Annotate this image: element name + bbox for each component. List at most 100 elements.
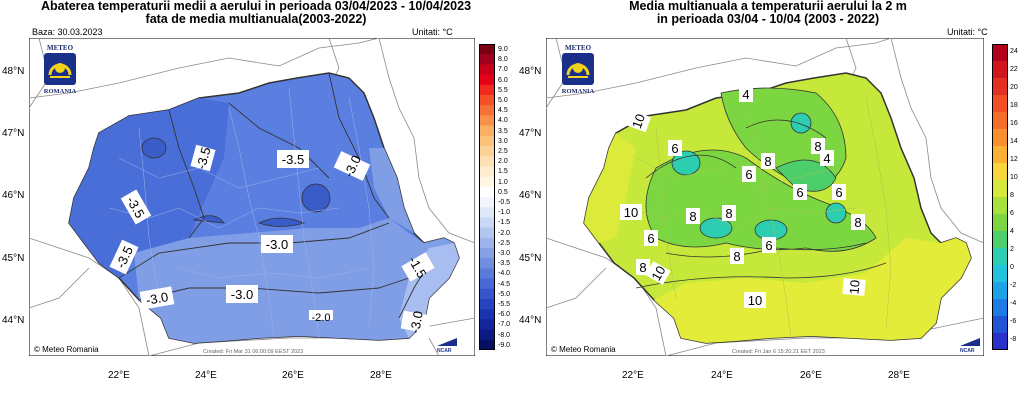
mean-contour-labels: 10 10 10 10 10 8 8 8 8 8 8 8 6	[620, 86, 866, 308]
colorbar-tick-label: 2	[1010, 245, 1014, 253]
colorbar-swatch	[479, 227, 495, 239]
lat-label: 48°N	[519, 66, 542, 77]
colorbar-swatch	[479, 125, 495, 137]
colorbar-swatch	[992, 282, 1008, 300]
lat-label: 48°N	[2, 66, 25, 77]
colorbar-swatch	[992, 299, 1008, 317]
colorbar-tick-label: 0.5	[498, 188, 508, 196]
colorbar-swatch	[479, 95, 495, 106]
contour-label: 6	[745, 167, 752, 182]
colorbar-tick-label: 1.0	[498, 178, 508, 186]
contour-label: -3.5	[282, 152, 304, 167]
colorbar-tick-label: -1.0	[498, 209, 511, 217]
colorbar-tick-label: 9.0	[498, 46, 508, 54]
colorbar-tick-label: -6	[1010, 317, 1017, 325]
contour-label: 10	[624, 205, 638, 220]
colorbar-swatch	[479, 186, 495, 198]
ncar-logo: NCAR	[437, 338, 457, 354]
ncar-text: NCAR	[960, 348, 975, 354]
lon-label: 26°E	[800, 370, 822, 381]
colorbar-swatch	[479, 319, 495, 331]
colorbar-tick-label: 6	[1010, 209, 1014, 217]
colorbar-tick-label: 8.0	[498, 56, 508, 64]
colorbar-tick-label: 4.5	[498, 107, 508, 115]
colorbar-tick-label: -4.5	[498, 280, 511, 288]
contour-label: 6	[647, 231, 654, 246]
colorbar-tick-label: 24	[1010, 47, 1018, 55]
colorbar-tick-label: 3.0	[498, 137, 508, 145]
colorbar-swatch	[992, 333, 1008, 350]
lon-label: 22°E	[108, 370, 130, 381]
colorbar-swatch	[479, 166, 495, 178]
colorbar-tick-label: 5.5	[498, 86, 508, 94]
colorbar-swatch	[479, 105, 495, 116]
contour-label: 10	[629, 112, 648, 131]
colorbar-swatch	[479, 156, 495, 167]
logo-emblem-icon	[44, 53, 76, 85]
colorbar-tick-label: 18	[1010, 101, 1018, 109]
contour-label: 6	[796, 185, 803, 200]
colorbar-tick-label: 20	[1010, 83, 1018, 91]
credit-text: Meteo Romania	[559, 345, 616, 354]
colorbar-swatch	[479, 288, 495, 300]
colorbar-swatch	[992, 248, 1008, 266]
colorbar-swatch	[479, 237, 495, 249]
logo-text-romania: ROMANIA	[561, 88, 595, 95]
colorbar-tick-label: -3.5	[498, 260, 511, 268]
colorbar-tick-label: 5.0	[498, 97, 508, 105]
colorbar-swatch	[992, 112, 1008, 130]
lon-label: 26°E	[282, 370, 304, 381]
logo-text-meteo: METEO	[46, 44, 74, 52]
deviation-title-line2: fata de media multianuala(2003-2022)	[145, 12, 367, 26]
colorbar-tick-label: 4.0	[498, 117, 508, 125]
colorbar-swatch	[479, 135, 495, 147]
colorbar-tick-label: 8	[1010, 191, 1014, 199]
colorbar-tick-label: -7.0	[498, 321, 511, 329]
deviation-colorbar	[479, 44, 495, 350]
contour-label: 8	[764, 154, 771, 169]
colorbar-tick-label: -2.5	[498, 239, 511, 247]
colorbar-swatch	[479, 74, 495, 86]
colorbar-swatch	[992, 61, 1008, 79]
deviation-panel: Abaterea temperaturii medii a aerului in…	[2, 0, 511, 381]
colorbar-swatch	[992, 95, 1008, 113]
colorbar-swatch	[479, 217, 495, 229]
colorbar-tick-label: -9.0	[498, 341, 511, 349]
colorbar-swatch	[479, 207, 495, 218]
credit-text: Meteo Romania	[42, 345, 99, 354]
colorbar-swatch	[992, 44, 1008, 62]
colorbar-swatch	[992, 197, 1008, 215]
logo-text-romania: ROMANIA	[43, 88, 77, 95]
colorbar-swatch	[992, 129, 1008, 147]
colorbar-swatch	[479, 176, 495, 188]
colorbar-tick-label: -1.5	[498, 219, 511, 227]
meteo-romania-logo: METEO ROMANIA	[35, 44, 85, 98]
contour-label: 10	[748, 293, 762, 308]
colorbar-tick-label: 2.5	[498, 148, 508, 156]
contour-label: -3.5	[193, 145, 213, 171]
lon-label: 28°E	[370, 370, 392, 381]
colorbar-tick-label: 22	[1010, 65, 1018, 73]
lat-label: 47°N	[519, 128, 542, 139]
contour-label: 8	[725, 206, 732, 221]
contour-label: -3.0	[145, 289, 170, 308]
lat-label: 46°N	[519, 190, 542, 201]
colorbar-swatch	[479, 64, 495, 76]
colorbar-tick-label: 6.0	[498, 76, 508, 84]
lon-label: 24°E	[711, 370, 733, 381]
colorbar-tick-label: 7.0	[498, 66, 508, 74]
contour-label: 8	[689, 209, 696, 224]
colorbar-swatch	[479, 115, 495, 127]
contour-label: 4	[742, 87, 749, 102]
colorbar-tick-label: 3.5	[498, 127, 508, 135]
lon-label: 28°E	[888, 370, 910, 381]
mean-colorbar	[992, 44, 1008, 350]
colorbar-swatch	[992, 78, 1008, 96]
colorbar-swatch	[479, 278, 495, 290]
colorbar-tick-label: -2.0	[498, 229, 511, 237]
colorbar-tick-label: 12	[1010, 155, 1018, 163]
colorbar-swatch	[479, 197, 495, 208]
copyright-credit: © Meteo Romania	[551, 345, 616, 354]
lat-label: 45°N	[2, 253, 25, 264]
colorbar-tick-label: -3.0	[498, 250, 511, 258]
